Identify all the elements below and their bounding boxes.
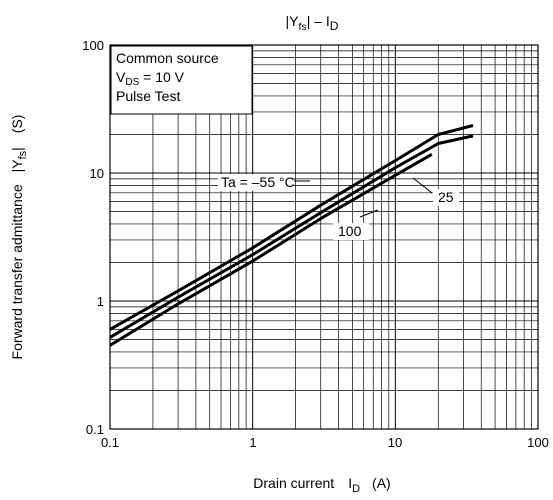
- plot-frame: [109, 44, 539, 430]
- y-tick-label: 1: [97, 294, 104, 309]
- series-line-1: [109, 134, 474, 339]
- condition-line-3: Pulse Test: [116, 88, 180, 104]
- series-group: [109, 124, 474, 347]
- series-label-bg: [333, 223, 369, 240]
- series-line-0: [109, 124, 474, 331]
- y-tick-label: 100: [82, 38, 104, 53]
- series-label-bg: [433, 189, 459, 206]
- series-label-bg: [218, 174, 294, 191]
- x-tick-label: 1: [249, 435, 256, 450]
- condition-line-2: VDS = 10 V: [116, 69, 185, 88]
- series-label-25: 25: [438, 189, 454, 205]
- chart-title: |Yfs| – ID: [286, 13, 339, 33]
- y-tick-label: 10: [90, 166, 104, 181]
- series-label-leader: [359, 209, 379, 218]
- x-axis-label: Drain current ID (A): [253, 475, 390, 495]
- series-label-ta-minus55: Ta = –55 °C: [221, 174, 295, 190]
- series-label-leader: [412, 177, 433, 194]
- y-tick-label: 0.1: [86, 422, 104, 437]
- series-line-2: [109, 152, 433, 347]
- x-tick-label: 10: [388, 435, 402, 450]
- condition-line-1: Common source: [116, 50, 219, 66]
- conditions-box: [110, 45, 253, 115]
- x-tick-label: 0.1: [101, 435, 119, 450]
- series-label-100: 100: [338, 223, 362, 239]
- y-axis-label: Forward transfer admittance|Yfs|(S): [9, 115, 29, 360]
- x-tick-label: 100: [527, 435, 549, 450]
